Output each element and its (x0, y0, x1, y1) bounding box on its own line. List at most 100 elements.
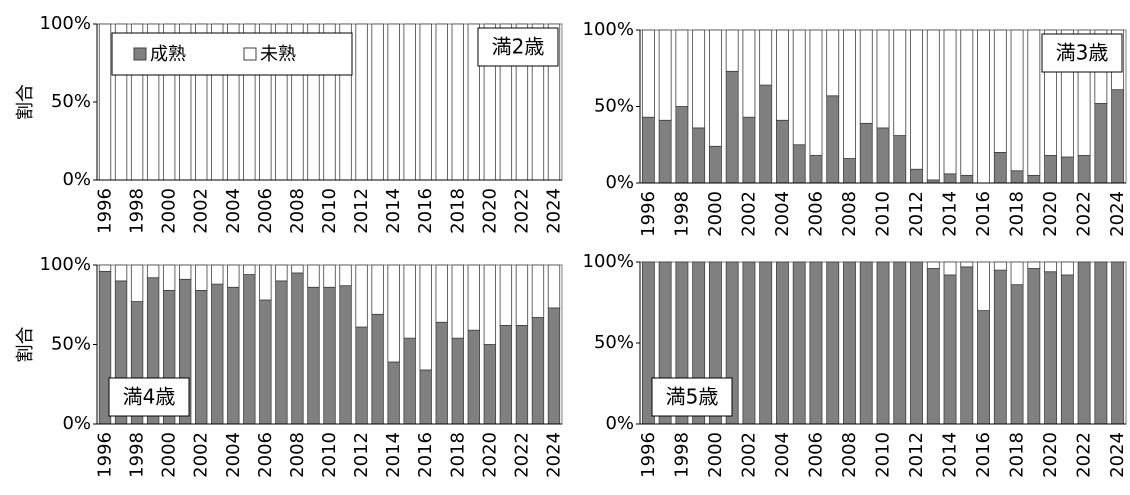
bar-segment (826, 95, 840, 184)
bar-segment (515, 264, 529, 326)
bar-segment (1111, 261, 1125, 425)
x-tick-label: 2008 (287, 432, 308, 478)
y-tick-label: 100% (40, 13, 91, 34)
x-tick-label: 2020 (1040, 432, 1061, 478)
bar-segment (467, 264, 480, 331)
y-tick-label: 50% (51, 91, 91, 112)
x-tick-label: 1996 (95, 432, 116, 478)
bar-segment (960, 266, 974, 425)
bar-segment (926, 268, 940, 425)
bar-segment (776, 261, 789, 425)
bar-segment (211, 283, 224, 425)
bar-segment (843, 158, 856, 184)
bar-segment (759, 84, 773, 184)
x-tick-label: 2002 (738, 432, 759, 478)
bar-segment (419, 369, 432, 425)
bar-segment (1060, 261, 1074, 276)
bar-segment (843, 261, 856, 425)
bar-segment (1044, 271, 1058, 425)
title-box (651, 377, 733, 417)
x-tick-label: 2012 (906, 191, 927, 237)
bar-segment (195, 264, 208, 291)
bar-segment (451, 23, 464, 181)
bar-segment (275, 264, 288, 282)
bar-segment (792, 144, 806, 184)
bar-segment (1044, 261, 1058, 273)
bar-segment (499, 325, 513, 425)
x-tick-label: 1996 (638, 191, 659, 237)
x-tick-label: 2022 (1074, 191, 1095, 237)
x-tick-label: 2014 (383, 188, 404, 234)
bar-segment (146, 264, 160, 279)
bar-segment (859, 261, 873, 425)
bar-segment (387, 361, 400, 425)
bar-segment (403, 264, 416, 339)
x-tick-label: 2020 (479, 432, 500, 478)
bar-segment (759, 29, 773, 86)
bar-segment (792, 261, 806, 425)
panel-title: 満5歳 (666, 385, 719, 409)
x-tick-label: 1996 (638, 432, 659, 478)
bar-segment (893, 135, 907, 184)
bar-segment (893, 261, 907, 425)
bar-segment (130, 264, 144, 302)
bar-segment (960, 261, 974, 268)
x-tick-label: 2024 (1107, 432, 1128, 478)
bar-segment (876, 29, 890, 129)
bar-segment (977, 261, 990, 311)
x-tick-label: 2022 (511, 432, 532, 478)
bar-segment (339, 285, 352, 425)
bar-segment (227, 264, 240, 288)
bar-segment (692, 127, 706, 184)
bar-segment (893, 29, 907, 136)
x-tick-label: 2018 (1007, 432, 1028, 478)
bar-segment (323, 264, 336, 288)
bar-segment (355, 326, 368, 425)
bar-segment (451, 337, 464, 425)
bar-segment (483, 344, 497, 425)
bar-segment (1044, 155, 1058, 184)
x-tick-label: 1996 (95, 188, 116, 234)
x-tick-label: 2024 (543, 188, 564, 234)
bar-segment (776, 119, 789, 184)
x-tick-label: 2018 (447, 188, 468, 234)
legend-box (111, 32, 353, 76)
bar-segment (776, 29, 789, 121)
x-tick-label: 2018 (1007, 191, 1028, 237)
bar-segment (291, 272, 304, 425)
bar-segment (387, 23, 400, 181)
x-tick-label: 2002 (191, 188, 212, 234)
title-box (1041, 33, 1123, 73)
x-tick-label: 1998 (127, 188, 148, 234)
bar-segment (307, 286, 320, 425)
x-tick-label: 2020 (479, 188, 500, 234)
bar-segment (1027, 261, 1041, 269)
y-tick-label: 50% (51, 334, 91, 355)
bar-segment (692, 29, 706, 129)
panel-title: 満3歳 (1056, 41, 1109, 65)
bar-segment (977, 29, 990, 184)
bar-segment (275, 280, 288, 425)
bar-segment (641, 116, 655, 184)
bar-segment (943, 274, 957, 425)
bar-segment (1010, 29, 1024, 172)
legend-label: 未熟 (260, 44, 296, 65)
bar-segment (859, 29, 873, 124)
bar-segment (826, 29, 840, 97)
x-tick-label: 2000 (159, 188, 180, 234)
x-tick-label: 2020 (1040, 191, 1061, 237)
y-tick-label: 100% (583, 251, 634, 272)
x-tick-label: 2018 (447, 432, 468, 478)
bar-segment (809, 261, 823, 425)
bar-segment (114, 264, 128, 282)
bar-segment (876, 261, 890, 425)
bar-segment (435, 321, 448, 425)
bar-segment (792, 29, 806, 146)
panel-title: 満4歳 (123, 385, 176, 409)
bar-segment (483, 264, 497, 345)
x-tick-label: 2012 (906, 432, 927, 478)
bar-segment (291, 264, 304, 274)
bar-segment (759, 261, 773, 425)
bar-segment (809, 155, 823, 184)
